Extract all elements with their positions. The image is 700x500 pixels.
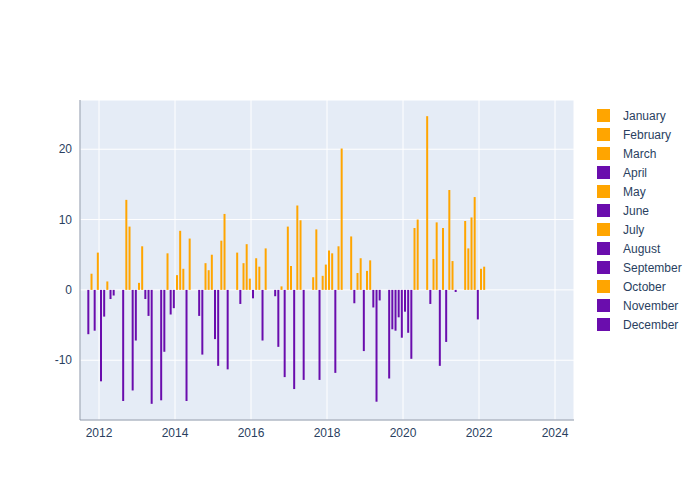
html-text:July: July: [623, 222, 645, 237]
svg-text:2024: 2024: [542, 426, 569, 440]
html-text:May: May: [623, 184, 646, 199]
svg-text:20: 20: [59, 142, 73, 156]
html-text:September: September: [623, 260, 682, 275]
html-text:October: October: [623, 279, 666, 294]
html-text:April: April: [623, 165, 647, 180]
html-text:January: January: [623, 108, 666, 123]
svg-text:2020: 2020: [390, 426, 417, 440]
html-text:February: February: [623, 127, 671, 142]
svg-text:2016: 2016: [238, 426, 265, 440]
svg-text:-10: -10: [55, 353, 73, 367]
svg-text:2014: 2014: [162, 426, 189, 440]
svg-text:0: 0: [65, 283, 72, 297]
html-text:December: December: [623, 317, 679, 332]
html-text:August: August: [623, 241, 661, 256]
html-text:March: March: [623, 146, 657, 161]
html-text:June: June: [623, 203, 649, 218]
svg-text:2018: 2018: [314, 426, 341, 440]
html-text:November: November: [623, 298, 679, 313]
svg-text:10: 10: [59, 213, 73, 227]
svg-text:2012: 2012: [86, 426, 113, 440]
svg-text:2022: 2022: [466, 426, 493, 440]
